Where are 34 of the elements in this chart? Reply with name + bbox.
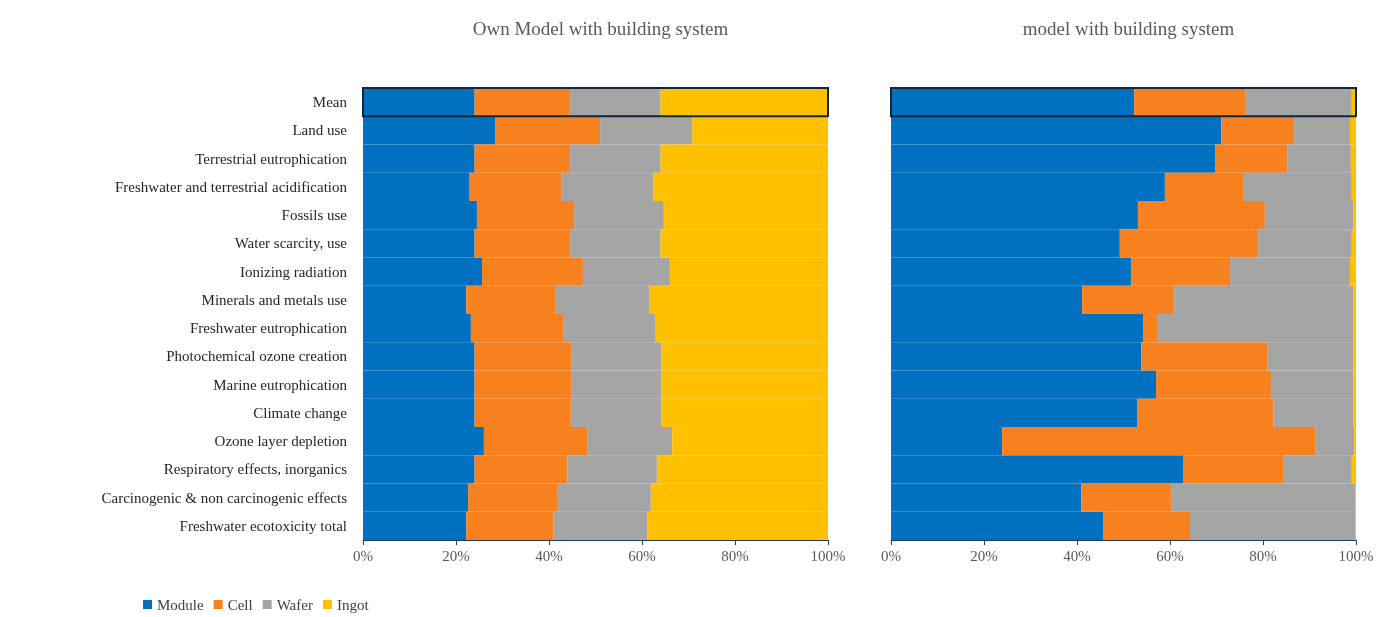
legend-label: Ingot xyxy=(336,596,370,613)
y-tick-label: Respiratory effects, inorganics xyxy=(163,461,348,478)
y-tick-label: Marine eutrophication xyxy=(213,376,348,393)
y-tick-label: Freshwater eutrophication xyxy=(189,320,348,337)
chart-title: model with building system xyxy=(1022,18,1235,39)
chart-title: Own Model with building system xyxy=(472,18,729,39)
y-tick-label: Water scarcity, use xyxy=(234,235,348,252)
y-tick-label: Ionizing radiation xyxy=(239,263,348,280)
y-tick-label: Fossils use xyxy=(281,207,348,224)
x-tick-label: 0% xyxy=(353,547,373,564)
legend-label: Wafer xyxy=(276,596,313,613)
y-tick-label: Land use xyxy=(292,122,348,139)
x-tick-label: 60% xyxy=(1156,547,1184,564)
legend-label: Cell xyxy=(227,596,253,613)
y-tick-label: Climate change xyxy=(253,404,348,421)
x-tick-label: 40% xyxy=(535,547,563,564)
x-tick-label: 100% xyxy=(810,547,846,564)
x-tick-label: 0% xyxy=(881,547,901,564)
y-tick-label: Terrestrial eutrophication xyxy=(195,150,348,167)
x-tick-label: 80% xyxy=(721,547,749,564)
x-tick-label: 80% xyxy=(1249,547,1277,564)
y-tick-label: Photochemical ozone creation xyxy=(166,348,348,365)
y-tick-label: Freshwater ecotoxicity total xyxy=(179,517,347,534)
legend-label: Module xyxy=(157,596,204,613)
x-tick-label: 20% xyxy=(442,547,470,564)
y-tick-label: Ozone layer depletion xyxy=(214,433,348,450)
x-tick-label: 100% xyxy=(1338,547,1374,564)
y-tick-label: Minerals and metals use xyxy=(201,291,348,308)
x-tick-label: 40% xyxy=(1063,547,1091,564)
y-tick-label: Freshwater and terrestrial acidification xyxy=(115,178,348,195)
y-tick-label: Carcinogenic & non carcinogenic effects xyxy=(101,489,348,506)
x-tick-label: 20% xyxy=(970,547,998,564)
y-tick-label: Mean xyxy=(312,94,348,111)
x-tick-label: 60% xyxy=(628,547,656,564)
